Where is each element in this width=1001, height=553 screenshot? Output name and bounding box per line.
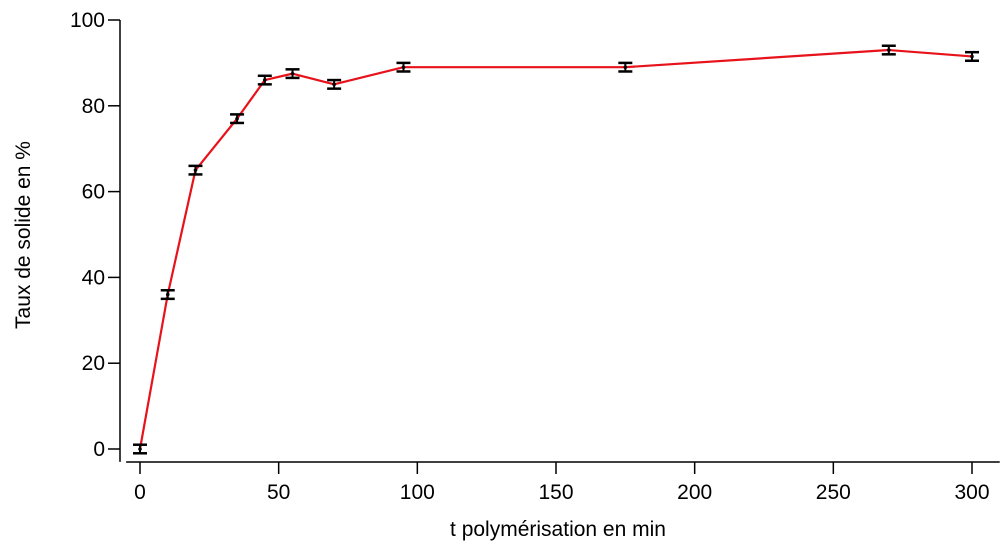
x-tick-label: 300: [954, 481, 989, 504]
error-bar: [327, 78, 342, 90]
x-tick-label: 0: [134, 481, 146, 504]
y-tick-label: 0: [93, 438, 105, 461]
error-bar: [257, 74, 272, 86]
series-line: [138, 48, 973, 450]
x-tick-label: 50: [267, 481, 290, 504]
error-bar: [230, 113, 245, 125]
error-bar: [285, 68, 300, 80]
error-bar: [881, 44, 896, 56]
error-bar: [188, 164, 203, 176]
data-point: [887, 48, 891, 52]
series-layer: [138, 48, 973, 450]
x-tick-label: 100: [400, 481, 435, 504]
error-bars: [133, 44, 979, 455]
y-tick-label: 100: [70, 9, 105, 32]
error-bar: [133, 443, 147, 455]
data-point: [263, 78, 267, 82]
data-point: [165, 292, 170, 297]
x-axis-title: t polymérisation en min: [450, 518, 666, 541]
y-tick-label: 60: [82, 181, 105, 204]
axes: 0 20 40 60 80 100 0 50 100 150 200 250 300: [70, 9, 1000, 504]
y-axis-title: Taux de solide en %: [12, 141, 35, 329]
y-tick-label: 80: [82, 95, 105, 118]
x-tick-label: 200: [677, 481, 712, 504]
y-tick-label: 20: [82, 352, 105, 375]
x-tick-label: 150: [538, 481, 573, 504]
data-point: [623, 65, 628, 69]
data-point: [332, 82, 336, 87]
error-bar: [396, 61, 411, 73]
data-point: [193, 168, 198, 172]
data-point: [970, 54, 974, 59]
y-tick-label: 40: [82, 266, 105, 289]
data-point: [290, 71, 295, 76]
x-tick-label: 250: [816, 481, 851, 504]
error-bar: [965, 50, 979, 63]
error-bar: [618, 61, 633, 73]
data-point: [401, 65, 406, 69]
error-bar: [160, 289, 175, 301]
data-point: [138, 447, 142, 451]
data-point: [235, 116, 239, 121]
